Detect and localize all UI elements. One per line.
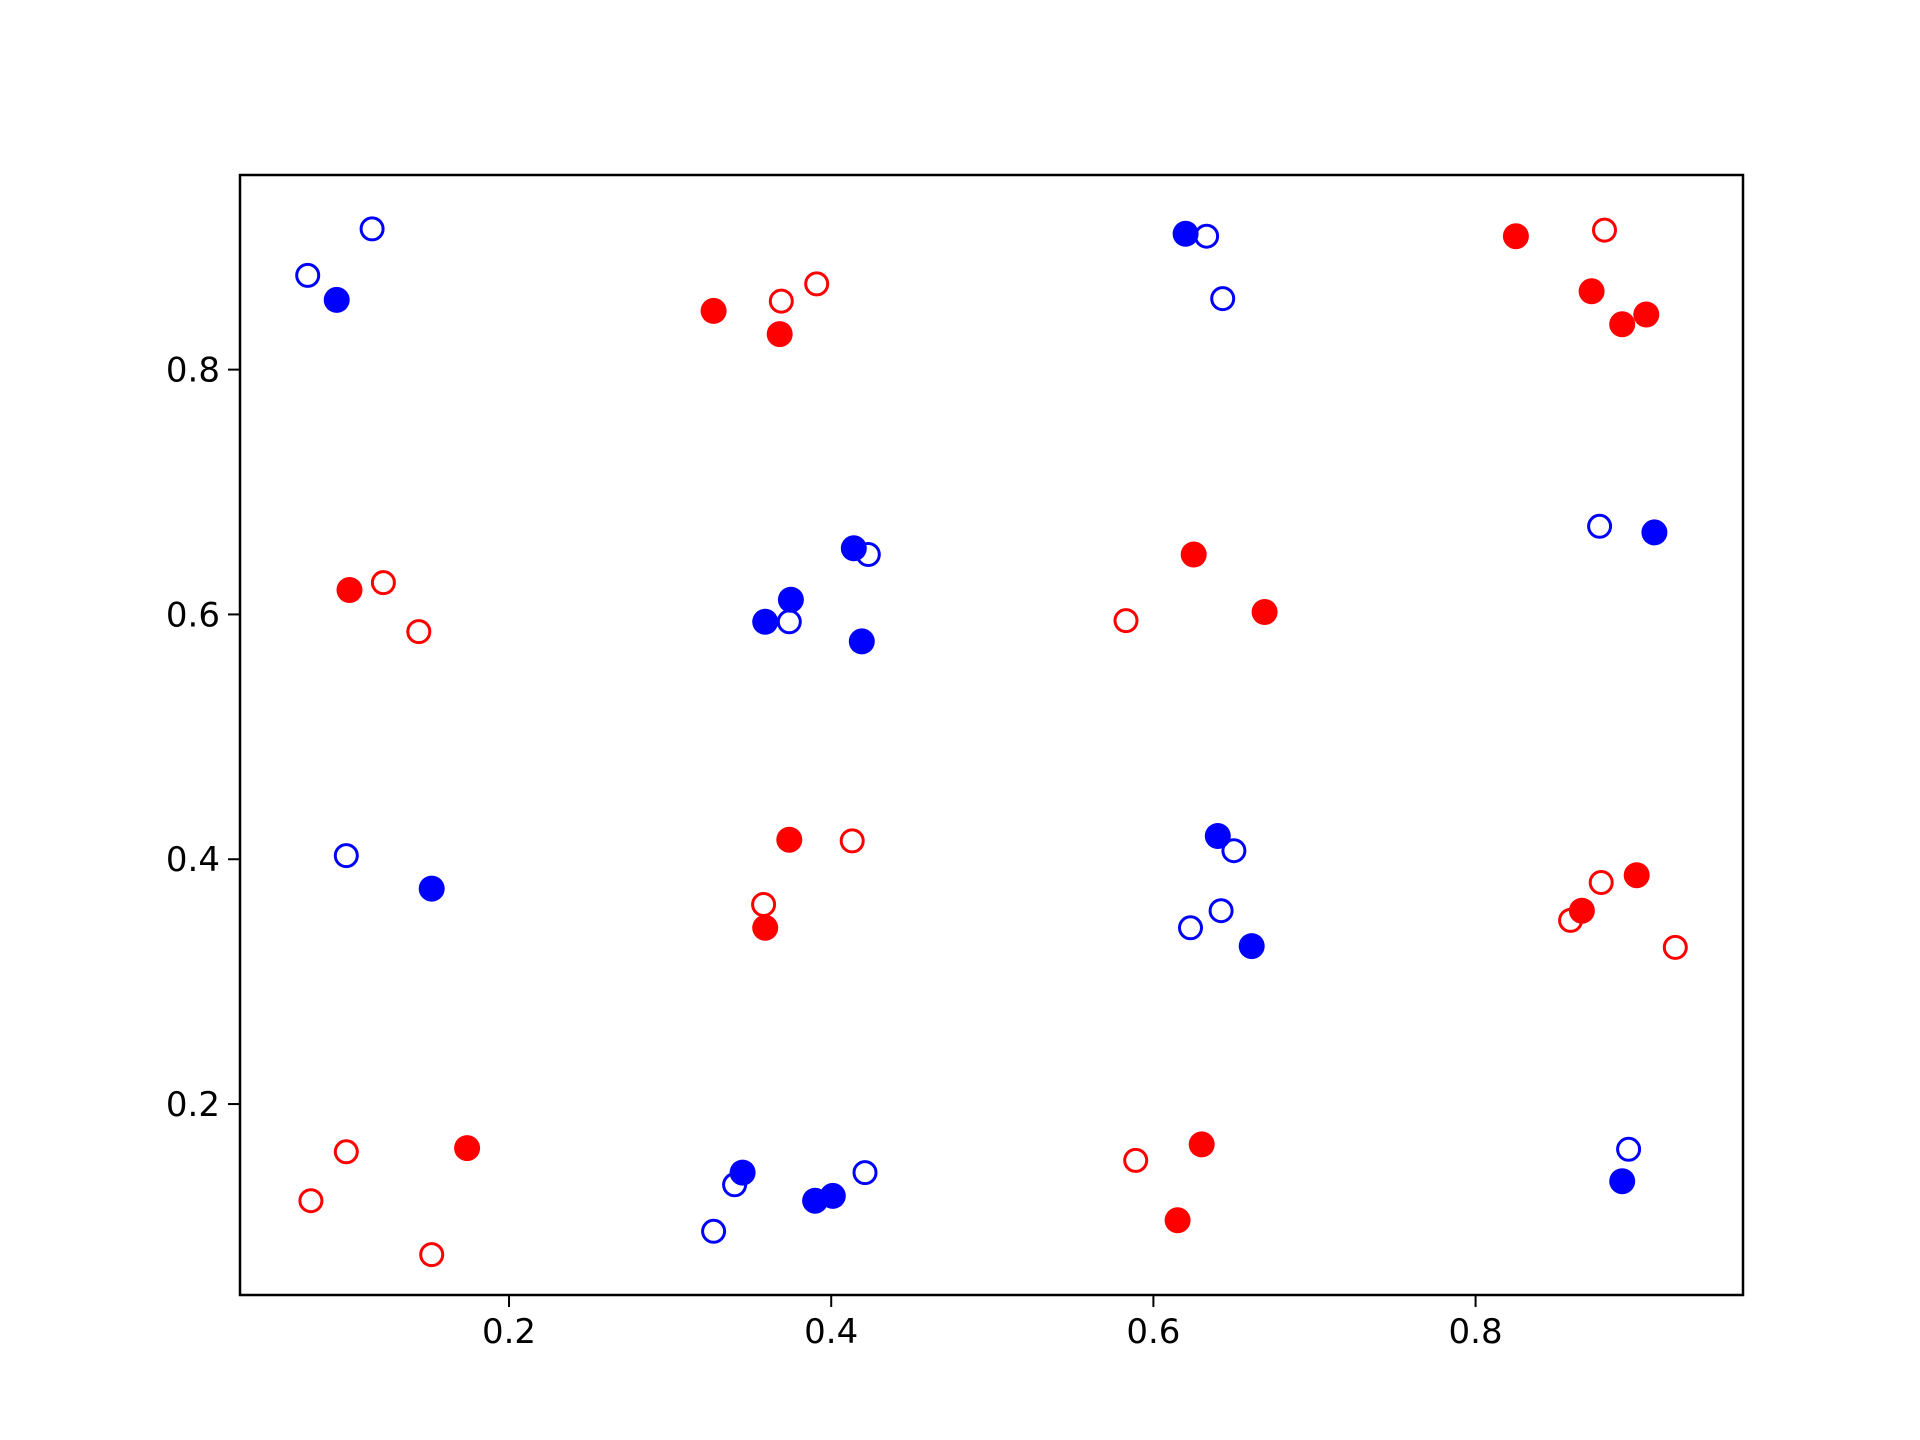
data-point	[298, 1188, 324, 1214]
data-point	[855, 542, 881, 567]
data-point	[752, 914, 779, 941]
data-point	[454, 1135, 481, 1162]
data-point	[840, 535, 867, 562]
data-point	[752, 608, 779, 635]
data-point	[406, 619, 432, 645]
data-point	[1633, 301, 1660, 328]
data-point	[1592, 217, 1617, 243]
data-point	[1641, 519, 1668, 546]
data-point	[1221, 838, 1247, 864]
data-point	[776, 609, 802, 635]
y-tick-label: 0.6	[166, 595, 220, 635]
data-point	[1588, 870, 1614, 895]
data-point	[1251, 599, 1278, 625]
data-point	[839, 828, 865, 854]
data-point	[1180, 541, 1207, 568]
x-tick-label: 0.2	[482, 1312, 536, 1352]
data-point	[1113, 608, 1139, 634]
data-point	[722, 1172, 748, 1198]
x-tick-label: 0.4	[804, 1312, 858, 1352]
data-point	[848, 628, 875, 655]
y-axis: 0.2 0.4 0.6 0.8	[166, 351, 240, 1125]
data-point	[336, 577, 363, 603]
data-point	[1609, 311, 1636, 338]
data-point	[1123, 1147, 1149, 1173]
data-point	[1587, 513, 1613, 539]
data-point	[751, 892, 777, 917]
data-point	[777, 586, 804, 613]
data-point	[1178, 915, 1203, 941]
data-point	[1502, 223, 1529, 250]
data-point	[1623, 862, 1650, 889]
x-axis: 0.2 0.4 0.6 0.8	[482, 1295, 1503, 1352]
data-point	[1204, 823, 1231, 849]
data-point	[1208, 898, 1234, 924]
data-point	[768, 288, 794, 314]
data-point	[323, 286, 350, 313]
data-point	[776, 826, 803, 853]
data-point	[1172, 220, 1199, 247]
data-point	[804, 271, 830, 297]
data-point	[701, 1218, 727, 1244]
data-point	[1194, 223, 1220, 249]
data-point	[1616, 1136, 1642, 1162]
y-tick-label: 0.2	[166, 1085, 220, 1125]
data-points	[295, 216, 1688, 1268]
data-point	[1238, 933, 1265, 960]
data-point	[1609, 1168, 1636, 1195]
data-point	[852, 1160, 878, 1186]
data-point	[295, 262, 321, 288]
data-point	[359, 216, 385, 242]
y-tick-label: 0.4	[166, 840, 220, 880]
data-point	[419, 1242, 445, 1268]
data-point	[1210, 286, 1236, 312]
plot-frame	[238, 173, 1745, 1297]
data-point	[1568, 897, 1595, 924]
data-point	[418, 875, 445, 902]
data-point	[1188, 1131, 1215, 1158]
x-tick-label: 0.8	[1449, 1312, 1503, 1352]
data-point	[766, 321, 793, 348]
x-tick-label: 0.6	[1126, 1312, 1180, 1352]
data-point	[1662, 934, 1688, 960]
data-point	[1558, 907, 1584, 933]
data-point	[1164, 1207, 1191, 1234]
data-point	[1578, 278, 1605, 305]
y-tick-label: 0.8	[166, 351, 220, 391]
data-point	[819, 1182, 846, 1209]
data-point	[729, 1159, 756, 1186]
data-point	[333, 843, 359, 869]
data-point	[370, 570, 396, 596]
data-point	[333, 1139, 359, 1165]
data-point	[700, 297, 727, 324]
